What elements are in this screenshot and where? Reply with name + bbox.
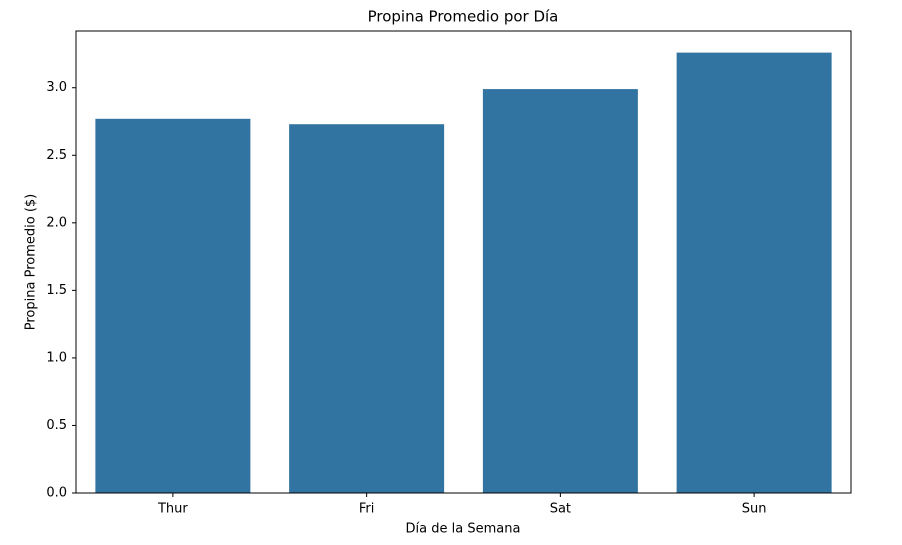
y-tick-label: 2.0 xyxy=(46,215,67,230)
chart-title: Propina Promedio por Día xyxy=(368,8,559,26)
plot-frame xyxy=(75,30,852,494)
x-axis-label: Día de la Semana xyxy=(406,522,521,537)
y-tick-label: 1.5 xyxy=(46,283,67,298)
y-axis-label: Propina Promedio ($) xyxy=(24,194,39,330)
y-tick-label: 3.0 xyxy=(46,80,67,95)
y-tick-label: 2.5 xyxy=(46,148,67,163)
x-tick-label: Sat xyxy=(550,502,571,517)
y-tick-label: 1.0 xyxy=(46,350,67,365)
bar xyxy=(482,89,638,494)
bar xyxy=(289,124,445,494)
x-tick-label: Fri xyxy=(359,502,375,517)
bar xyxy=(676,52,832,493)
x-tick-label: Sun xyxy=(742,502,767,517)
bar xyxy=(95,118,251,494)
y-tick-label: 0.0 xyxy=(46,486,67,501)
y-tick-label: 0.5 xyxy=(46,418,67,433)
x-tick-label: Thur xyxy=(157,502,188,517)
